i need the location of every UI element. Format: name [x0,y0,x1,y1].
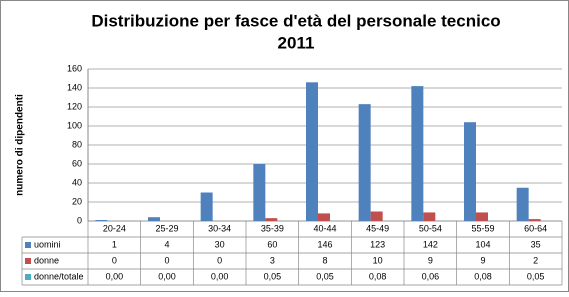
table-value: 104 [475,239,490,249]
table-value: 4 [164,239,169,249]
bar [464,122,476,221]
y-tick-label: 40 [72,177,82,187]
bar [306,82,318,221]
table-value: 0,06 [422,271,440,281]
table-value: 0,00 [106,271,124,281]
y-axis-label: numero di dipendenti [15,94,26,196]
y-tick-label: 160 [67,63,82,73]
table-value: 2 [533,255,538,265]
bar [476,212,488,221]
x-tick-label: 50-54 [419,223,442,233]
table-value: 9 [428,255,433,265]
x-tick-label: 20-24 [103,223,126,233]
table-value: 0,05 [316,271,334,281]
x-tick-label: 45-49 [366,223,389,233]
legend-swatch [25,274,31,280]
bar [265,218,277,221]
y-tick-label: 140 [67,82,82,92]
chart-subtitle: 2011 [278,33,315,52]
table-value: 60 [267,239,277,249]
x-tick-label: 30-34 [208,223,231,233]
bar [201,193,213,222]
legend-label: donne [34,255,59,265]
table-value: 1 [112,239,117,249]
bar [423,212,435,221]
chart-title: Distribuzione per fasce d'età del person… [91,11,500,30]
table-value: 30 [215,239,225,249]
x-tick-label: 35-39 [261,223,284,233]
table-value: 0,00 [211,271,229,281]
table-value: 0 [217,255,222,265]
y-tick-label: 120 [67,101,82,111]
table-value: 142 [423,239,438,249]
table-value: 3 [270,255,275,265]
y-tick-label: 80 [72,139,82,149]
table-value: 0 [164,255,169,265]
y-tick-label: 20 [72,196,82,206]
x-tick-label: 55-59 [471,223,494,233]
bar [529,219,541,221]
bar [95,220,107,221]
bar [318,213,330,221]
table-value: 0,05 [527,271,545,281]
y-tick-label: 0 [77,215,82,225]
bar [517,188,529,221]
x-tick-label: 40-44 [313,223,336,233]
legend-swatch [25,258,31,264]
table-value: 0,05 [264,271,282,281]
legend-label: uomini [34,239,61,249]
bar [359,104,371,221]
table-value: 0,08 [369,271,387,281]
y-tick-label: 100 [67,120,82,130]
x-tick-label: 60-64 [524,223,547,233]
legend-swatch [25,242,31,248]
table-value: 0,00 [158,271,176,281]
table-value: 8 [322,255,327,265]
bar [371,212,383,222]
table-value: 0 [112,255,117,265]
table-value: 35 [531,239,541,249]
legend-label: donne/totale [34,271,84,281]
table-value: 10 [373,255,383,265]
bar [411,86,423,221]
x-tick-label: 25-29 [155,223,178,233]
bar [253,164,265,221]
table-value: 0,08 [474,271,492,281]
y-tick-label: 60 [72,158,82,168]
table-value: 123 [370,239,385,249]
bar [148,217,160,221]
table-value: 146 [317,239,332,249]
table-value: 9 [480,255,485,265]
